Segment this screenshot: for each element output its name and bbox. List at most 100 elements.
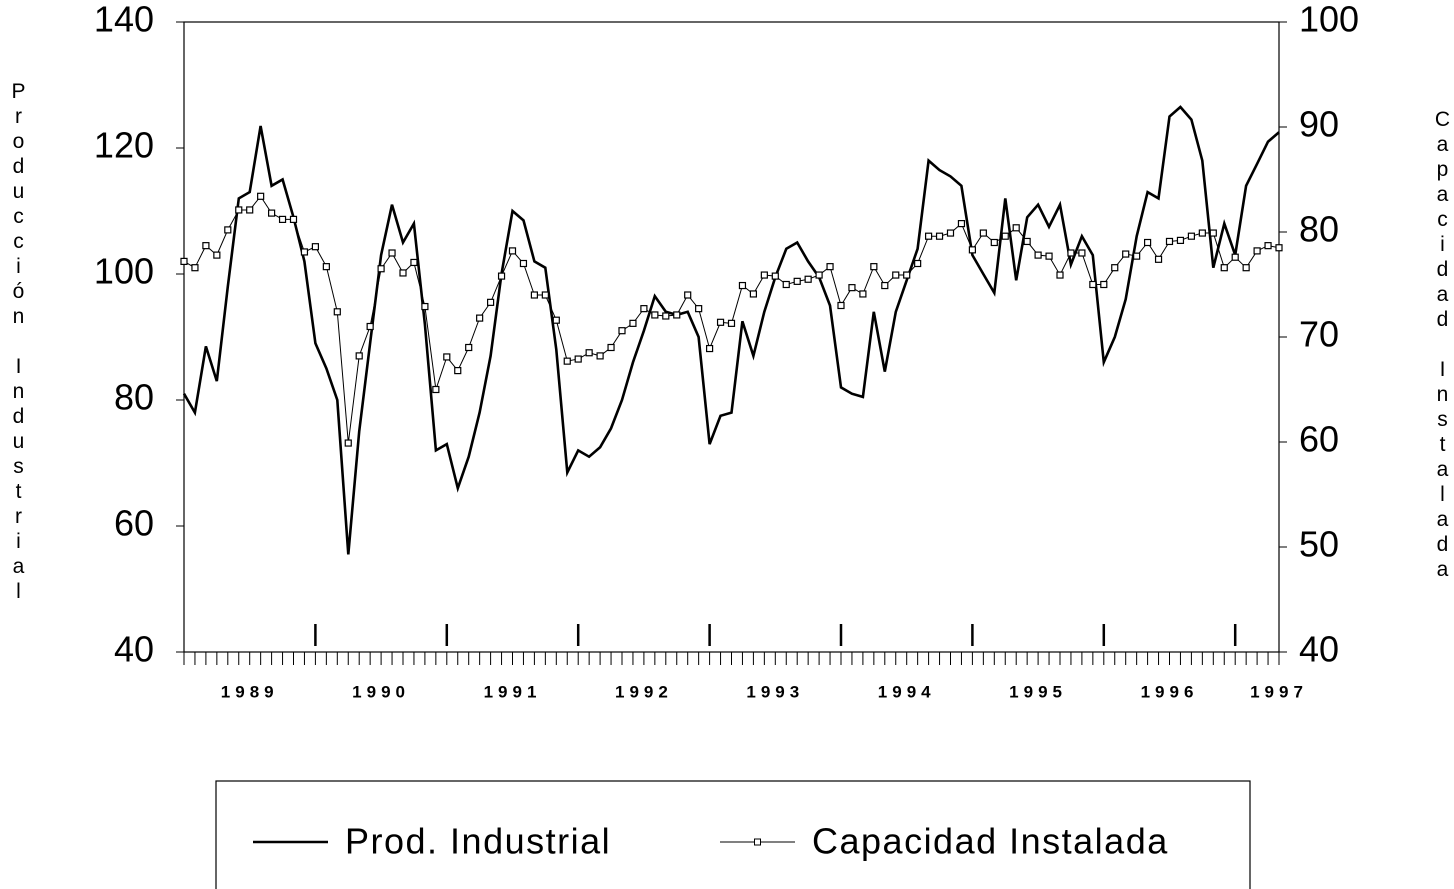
point (454, 367, 462, 375)
y2-tick-label: 90 (1299, 104, 1339, 145)
point (344, 439, 352, 447)
y2-axis-label: Capacidad Instalada (1431, 108, 1454, 583)
point (563, 357, 571, 365)
point (278, 215, 287, 223)
point (804, 275, 812, 283)
y-tick-label: 60 (114, 503, 154, 544)
point (497, 272, 506, 280)
point (771, 272, 779, 280)
point (257, 192, 265, 200)
point (552, 316, 560, 324)
x-tick-label: 1995 (1009, 682, 1067, 701)
point (530, 291, 539, 299)
point (990, 238, 998, 247)
point (377, 265, 385, 273)
y2-tick-label: 80 (1299, 209, 1339, 250)
point (848, 284, 856, 292)
point (1242, 264, 1250, 272)
y2-tick-label: 70 (1299, 314, 1339, 355)
point (388, 249, 396, 257)
legend-box (215, 780, 1251, 889)
point (399, 269, 407, 277)
point (935, 232, 944, 240)
point (727, 319, 736, 327)
point (1023, 237, 1031, 246)
point (355, 352, 363, 360)
point (749, 290, 758, 298)
x-tick-label: 1990 (352, 682, 410, 701)
point (695, 305, 703, 313)
point (782, 280, 790, 289)
point (180, 257, 188, 265)
x-tick-label: 1993 (746, 682, 804, 701)
point (541, 291, 549, 299)
point (870, 263, 878, 271)
point (191, 264, 199, 272)
point (596, 352, 604, 360)
point (213, 251, 221, 259)
y-axis-label: Producción Industrial (7, 80, 30, 605)
point (1143, 238, 1152, 247)
point (1045, 252, 1053, 260)
point (979, 229, 987, 237)
x-tick-label: 1991 (484, 682, 542, 701)
y2-tick-label: 40 (1299, 629, 1339, 670)
point (1089, 280, 1097, 289)
point (519, 259, 528, 268)
point (716, 318, 725, 326)
point (410, 258, 418, 267)
point (640, 305, 648, 313)
point (607, 343, 615, 352)
point (465, 343, 473, 352)
point (1056, 271, 1064, 279)
x-tick-label: 1994 (878, 682, 936, 701)
point (662, 312, 670, 320)
point (903, 271, 911, 279)
point (421, 302, 429, 311)
point (1012, 224, 1020, 232)
point (1001, 232, 1009, 240)
point (268, 209, 276, 217)
point (793, 277, 801, 285)
point (1187, 232, 1196, 240)
point (1100, 280, 1108, 289)
point (432, 385, 440, 394)
point (311, 243, 319, 251)
point (1111, 264, 1119, 272)
y2-tick-label: 100 (1299, 0, 1359, 40)
point (1154, 255, 1163, 263)
point (1133, 252, 1141, 260)
point (366, 322, 374, 331)
point (826, 263, 834, 271)
point (322, 263, 330, 271)
point (629, 319, 637, 327)
point (618, 327, 626, 335)
legend-label: Prod. Industrial (345, 821, 611, 862)
point (1198, 229, 1206, 237)
legend-marker (754, 838, 761, 846)
y-tick-label: 40 (114, 629, 154, 670)
point (1067, 249, 1075, 257)
point (1209, 229, 1217, 237)
x-tick-label: 1989 (221, 682, 279, 701)
point (924, 232, 933, 240)
point (574, 355, 582, 363)
point (760, 271, 768, 279)
y-tick-label: 80 (114, 377, 154, 418)
point (1231, 253, 1239, 261)
point (1253, 247, 1261, 255)
point (202, 242, 210, 250)
point (508, 247, 517, 255)
point (1034, 251, 1042, 259)
point (300, 248, 309, 256)
y-tick-label: 120 (94, 125, 154, 166)
point (651, 311, 659, 319)
point (837, 301, 845, 310)
point (815, 271, 823, 279)
point (881, 281, 889, 290)
x-tick-label: 1996 (1141, 682, 1199, 701)
point (968, 246, 977, 254)
point (1165, 237, 1174, 246)
